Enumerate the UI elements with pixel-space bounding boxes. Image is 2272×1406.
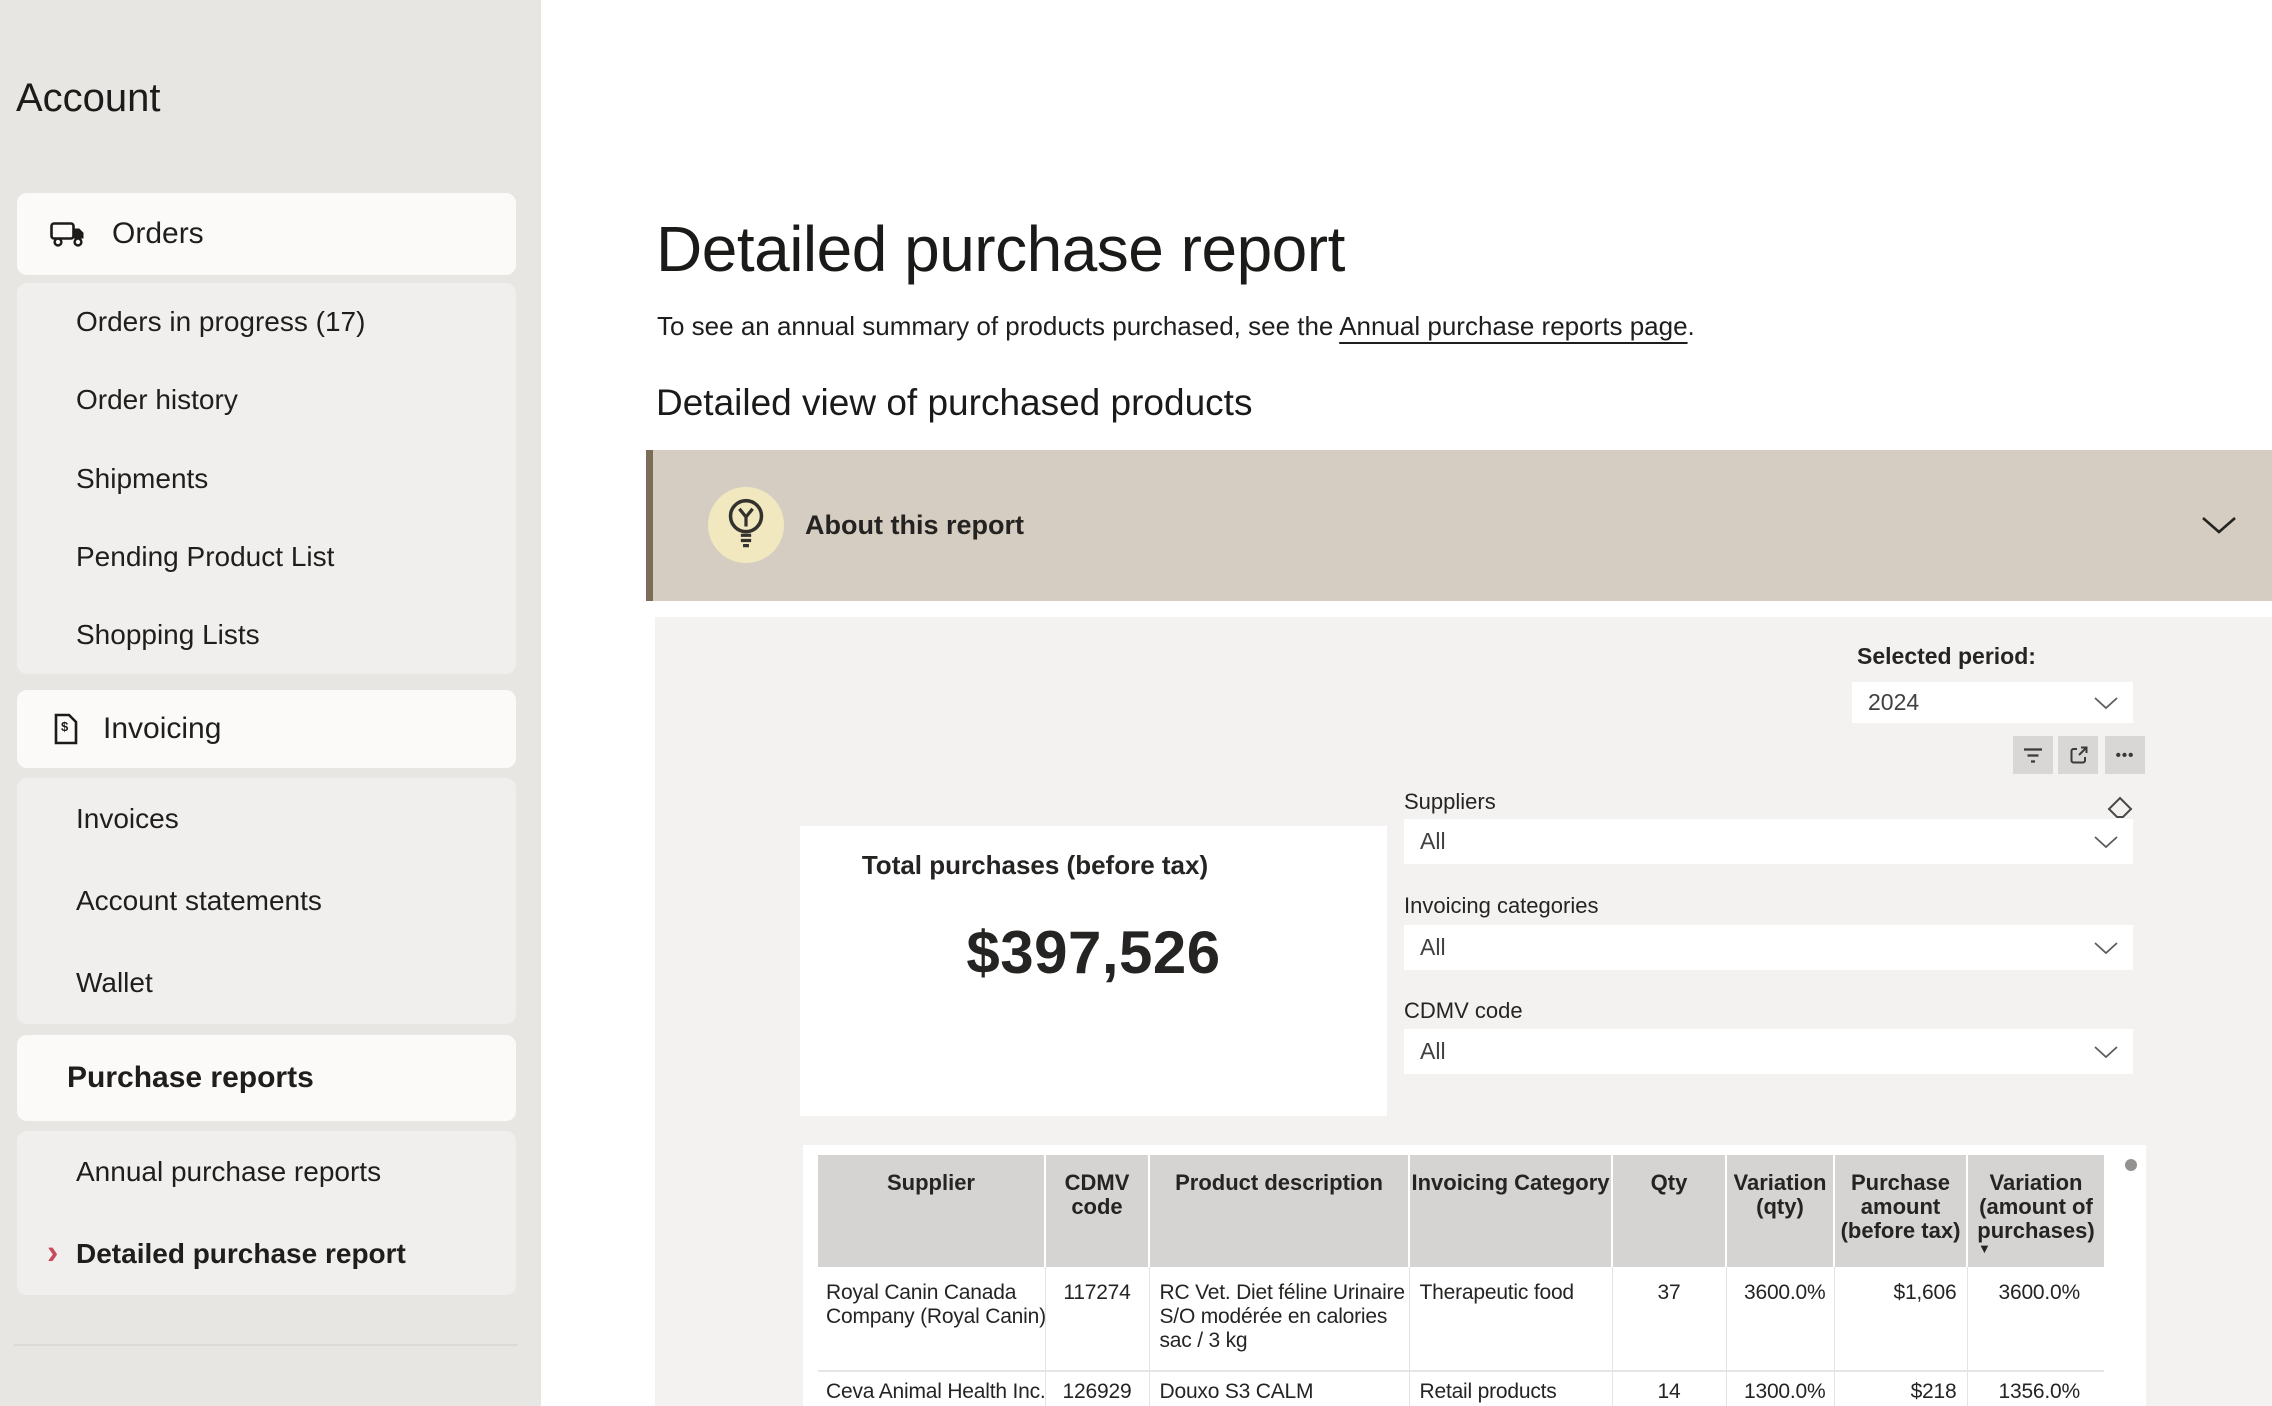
sidebar-item-invoicing-label: Invoicing — [103, 712, 221, 746]
sidebar-invoicing-submenu: Invoices Account statements Wallet — [17, 778, 516, 1024]
chevron-down-icon — [2093, 1045, 2133, 1059]
sidebar-item-purchase-reports-label: Purchase reports — [67, 1061, 314, 1095]
active-chevron-icon: › — [47, 1236, 58, 1270]
column-header-variation-amount[interactable]: Variation (amount of purchases)▼ — [1967, 1155, 2104, 1267]
chevron-down-icon — [2093, 941, 2133, 955]
column-header-qty[interactable]: Qty — [1612, 1155, 1726, 1267]
cell-invoicing-category: Therapeutic food — [1409, 1267, 1612, 1371]
sidebar-item-orders-label: Orders — [112, 217, 204, 251]
cell-purchase-amount: $218 — [1834, 1371, 1967, 1406]
sidebar-title: Account — [16, 76, 161, 121]
column-header-supplier[interactable]: Supplier — [818, 1155, 1045, 1267]
sidebar-item-shipments[interactable]: Shipments — [17, 439, 516, 517]
cell-qty: 37 — [1612, 1267, 1726, 1371]
more-icon: ••• — [2116, 747, 2135, 764]
cdmv-code-dropdown[interactable]: All — [1404, 1029, 2133, 1074]
more-options-button[interactable]: ••• — [2105, 736, 2145, 774]
section-title: Detailed view of purchased products — [656, 382, 1252, 424]
cell-product-description: Douxo S3 CALM shampooing — [1149, 1371, 1409, 1406]
intro-text: To see an annual summary of products pur… — [657, 311, 1695, 342]
filter-button[interactable] — [2013, 736, 2053, 774]
popout-icon — [2068, 745, 2089, 766]
cell-variation-qty: 1300.0% — [1726, 1371, 1834, 1406]
sidebar-item-purchase-reports[interactable]: Purchase reports — [17, 1035, 516, 1121]
sidebar-purchase-reports-submenu: Annual purchase reports › Detailed purch… — [17, 1131, 516, 1295]
invoicing-categories-filter-label: Invoicing categories — [1404, 893, 1598, 919]
period-dropdown-value: 2024 — [1852, 689, 2093, 716]
svg-text:$: $ — [61, 719, 69, 734]
purchase-table: Supplier CDMV code Product description I… — [803, 1145, 2146, 1406]
sidebar-orders-submenu: Orders in progress (17) Order history Sh… — [17, 283, 516, 674]
sidebar-divider — [14, 1344, 518, 1346]
chevron-down-icon — [2093, 696, 2133, 710]
page-title: Detailed purchase report — [656, 212, 1345, 286]
column-header-purchase-amount[interactable]: Purchase amount (before tax) — [1834, 1155, 1967, 1267]
sidebar-item-orders-in-progress[interactable]: Orders in progress (17) — [17, 283, 516, 361]
sidebar-item-orders[interactable]: Orders — [17, 193, 516, 275]
table-header-row: Supplier CDMV code Product description I… — [818, 1155, 2104, 1267]
cell-purchase-amount: $1,606 — [1834, 1267, 1967, 1371]
cell-cdmv-code: 126929 — [1045, 1371, 1149, 1406]
column-header-variation-qty[interactable]: Variation (qty) — [1726, 1155, 1834, 1267]
chevron-down-icon — [2093, 835, 2133, 849]
cell-supplier: Ceva Animal Health Inc. — [818, 1371, 1045, 1406]
kpi-card: Total purchases (before tax) $397,526 — [800, 826, 1387, 1116]
column-header-invoicing-category[interactable]: Invoicing Category — [1409, 1155, 1612, 1267]
invoicing-categories-dropdown[interactable]: All — [1404, 925, 2133, 970]
column-header-cdmv-code[interactable]: CDMV code — [1045, 1155, 1149, 1267]
table-row: Royal Canin Canada Company (Royal Canin)… — [818, 1267, 2104, 1371]
popout-button[interactable] — [2058, 736, 2098, 774]
sidebar: Account Orders Orders in progress (17) O… — [0, 0, 541, 1406]
sidebar-item-account-statements[interactable]: Account statements — [17, 860, 516, 942]
cdmv-code-filter-label: CDMV code — [1404, 998, 1523, 1024]
sidebar-item-order-history[interactable]: Order history — [17, 361, 516, 439]
suppliers-dropdown[interactable]: All — [1404, 819, 2133, 864]
lightbulb-icon — [708, 487, 784, 563]
invoicing-categories-dropdown-value: All — [1404, 934, 2093, 961]
selected-period-label: Selected period: — [1857, 643, 2036, 670]
sidebar-item-detailed-purchase-report-label: Detailed purchase report — [76, 1238, 406, 1270]
truck-icon — [50, 220, 90, 248]
filter-icon — [2022, 747, 2044, 764]
sort-desc-icon: ▼ — [1978, 1237, 1991, 1261]
column-header-product-description[interactable]: Product description — [1149, 1155, 1409, 1267]
kpi-value: $397,526 — [800, 918, 1387, 987]
cell-variation-qty: 3600.0% — [1726, 1267, 1834, 1371]
about-report-banner[interactable]: About this report — [646, 450, 2272, 601]
sidebar-item-pending-product-list[interactable]: Pending Product List — [17, 518, 516, 596]
table-row: Ceva Animal Health Inc. 126929 Douxo S3 … — [818, 1371, 2104, 1406]
cell-supplier: Royal Canin Canada Company (Royal Canin) — [818, 1267, 1045, 1371]
cell-invoicing-category: Retail products — [1409, 1371, 1612, 1406]
sidebar-item-annual-purchase-reports[interactable]: Annual purchase reports — [17, 1131, 516, 1213]
annual-purchase-reports-link[interactable]: Annual purchase reports page — [1339, 311, 1687, 341]
cdmv-code-dropdown-value: All — [1404, 1038, 2093, 1065]
cell-qty: 14 — [1612, 1371, 1726, 1406]
kpi-label: Total purchases (before tax) — [800, 850, 1270, 881]
invoice-icon: $ — [53, 713, 79, 745]
sidebar-item-detailed-purchase-report[interactable]: › Detailed purchase report — [17, 1213, 516, 1295]
table-scrollbar-thumb[interactable] — [2125, 1159, 2137, 1171]
about-report-label: About this report — [805, 510, 1024, 541]
chevron-down-icon[interactable] — [2201, 516, 2237, 536]
sidebar-item-invoices[interactable]: Invoices — [17, 778, 516, 860]
cell-product-description: RC Vet. Diet féline Urinaire S/O modérée… — [1149, 1267, 1409, 1371]
sidebar-item-shopping-lists[interactable]: Shopping Lists — [17, 596, 516, 674]
report-panel: Selected period: 2024 ••• Suppliers — [655, 617, 2272, 1406]
suppliers-filter-label: Suppliers — [1404, 789, 1496, 815]
intro-suffix: . — [1688, 311, 1695, 341]
cell-variation-amount: 3600.0% — [1967, 1267, 2104, 1371]
sidebar-item-wallet[interactable]: Wallet — [17, 942, 516, 1024]
column-header-variation-amount-label: Variation (amount of purchases) — [1977, 1170, 2094, 1243]
sidebar-item-invoicing[interactable]: $ Invoicing — [17, 690, 516, 768]
period-dropdown[interactable]: 2024 — [1852, 682, 2133, 723]
intro-prefix: To see an annual summary of products pur… — [657, 311, 1339, 341]
cell-variation-amount: 1356.0% — [1967, 1371, 2104, 1406]
suppliers-dropdown-value: All — [1404, 828, 2093, 855]
cell-cdmv-code: 117274 — [1045, 1267, 1149, 1371]
